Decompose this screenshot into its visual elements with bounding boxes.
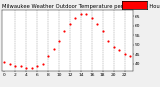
Point <box>96 23 99 24</box>
Point <box>107 40 109 42</box>
Point <box>80 14 82 15</box>
Point <box>3 61 6 63</box>
Point <box>74 17 77 19</box>
Point <box>85 14 88 15</box>
Point <box>58 40 60 42</box>
Point <box>118 50 120 51</box>
Point <box>69 23 71 24</box>
Text: Milwaukee Weather Outdoor Temperature per Hour (24 Hours): Milwaukee Weather Outdoor Temperature pe… <box>2 4 160 9</box>
Point <box>91 17 93 19</box>
Point <box>8 63 11 64</box>
Point <box>129 55 131 57</box>
Point <box>47 55 49 57</box>
Point <box>41 63 44 64</box>
Point <box>30 67 33 68</box>
Point <box>101 31 104 32</box>
Point <box>52 48 55 49</box>
Point <box>63 31 66 32</box>
Point <box>14 65 16 66</box>
Point <box>112 46 115 47</box>
Point <box>25 67 28 68</box>
Point <box>123 54 126 55</box>
Point <box>20 65 22 66</box>
Point <box>36 65 38 66</box>
